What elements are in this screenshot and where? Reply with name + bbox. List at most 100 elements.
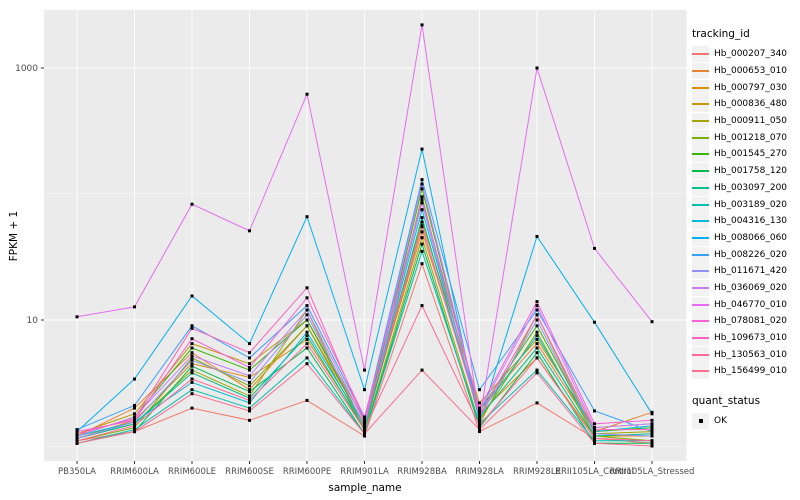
legend-entry: Hb_004316_130 bbox=[692, 213, 799, 230]
data-point bbox=[478, 415, 481, 419]
data-point bbox=[363, 426, 366, 430]
data-point bbox=[363, 420, 366, 424]
legend-entry-label: Hb_046770_010 bbox=[714, 299, 788, 310]
legend-line-icon bbox=[692, 170, 709, 173]
data-point bbox=[305, 304, 309, 308]
data-point bbox=[305, 362, 309, 366]
data-point bbox=[420, 23, 424, 27]
data-point bbox=[133, 424, 136, 428]
legend-key bbox=[692, 279, 709, 296]
legend-entry-label: Hb_011671_420 bbox=[714, 266, 788, 277]
legend-entries: Hb_000207_340 Hb_000653_010 Hb_000797_030 H… bbox=[692, 46, 799, 380]
data-point bbox=[248, 390, 251, 394]
data-point bbox=[535, 313, 539, 317]
data-point bbox=[133, 420, 136, 424]
legend-tracking-id-title: tracking_id bbox=[692, 28, 750, 40]
data-point bbox=[248, 401, 251, 405]
legend-key bbox=[692, 346, 709, 363]
data-point bbox=[248, 394, 251, 398]
legend-entry: Hb_001218_070 bbox=[692, 129, 799, 146]
legend-entry: Hb_109673_010 bbox=[692, 330, 799, 347]
data-point bbox=[133, 377, 136, 381]
data-point bbox=[650, 412, 654, 416]
legend-entry: Hb_078081_020 bbox=[692, 313, 799, 330]
data-point bbox=[363, 388, 366, 392]
legend-line-icon bbox=[692, 370, 709, 373]
x-axis-title: sample_name bbox=[328, 482, 402, 494]
data-point bbox=[305, 398, 309, 402]
data-point bbox=[420, 368, 424, 372]
data-point bbox=[535, 330, 539, 334]
data-point bbox=[363, 415, 366, 419]
legend-line-icon bbox=[692, 337, 709, 340]
x-tick-label: RRIM600SE bbox=[225, 467, 274, 477]
data-point bbox=[248, 398, 251, 402]
legend-entry-label: Hb_109673_010 bbox=[714, 333, 788, 344]
data-point bbox=[478, 422, 481, 426]
data-point bbox=[75, 430, 79, 434]
x-tick-label: PB350LA bbox=[58, 467, 96, 477]
data-point bbox=[420, 236, 424, 240]
data-point bbox=[420, 249, 424, 253]
legend-line-icon bbox=[692, 103, 709, 106]
data-point bbox=[420, 304, 424, 308]
legend-line-icon bbox=[692, 286, 709, 289]
data-point bbox=[650, 428, 654, 432]
data-point bbox=[420, 147, 424, 151]
data-point bbox=[248, 368, 251, 372]
data-point bbox=[420, 224, 424, 228]
data-point bbox=[650, 418, 654, 422]
legend-entry-label: Hb_130563_010 bbox=[714, 349, 788, 360]
data-point bbox=[593, 246, 596, 250]
data-point bbox=[190, 354, 194, 358]
legend-entry: Hb_046770_010 bbox=[692, 296, 799, 313]
data-point bbox=[190, 342, 194, 346]
legend-entry: Hb_008066_060 bbox=[692, 229, 799, 247]
data-point bbox=[248, 380, 251, 384]
data-point bbox=[190, 337, 194, 341]
data-point bbox=[133, 422, 136, 426]
x-tick-label: RRIM600PE bbox=[283, 467, 331, 477]
x-tick-label: RRIM600LE bbox=[168, 467, 216, 477]
legend-entry: Hb_011671_420 bbox=[692, 263, 799, 280]
y-tick-label: 1000 bbox=[15, 64, 38, 74]
data-point bbox=[133, 426, 136, 430]
data-point bbox=[190, 380, 194, 384]
data-point bbox=[535, 401, 539, 405]
legend-line-icon bbox=[692, 53, 709, 56]
legend-line-icon bbox=[692, 353, 709, 356]
legend-entry-label: Hb_000207_340 bbox=[714, 49, 788, 60]
data-point bbox=[535, 342, 539, 346]
legend-line-icon bbox=[692, 270, 709, 273]
data-point bbox=[363, 368, 366, 372]
legend-entry: Hb_000797_030 bbox=[692, 79, 799, 96]
data-point bbox=[363, 417, 366, 421]
data-point bbox=[190, 406, 194, 410]
legend-key bbox=[692, 163, 709, 180]
data-point bbox=[248, 362, 251, 366]
data-point bbox=[305, 286, 309, 290]
legend-entry-label: Hb_001218_070 bbox=[714, 132, 788, 143]
legend-key bbox=[692, 263, 709, 280]
legend-entry-label: Hb_003097_200 bbox=[714, 182, 788, 193]
legend-line-icon bbox=[692, 320, 709, 323]
x-tick-label: RRIM600LA bbox=[110, 467, 159, 477]
data-point bbox=[535, 351, 539, 355]
data-point bbox=[593, 436, 596, 440]
data-point bbox=[650, 434, 654, 438]
data-point bbox=[593, 422, 596, 426]
x-tick-label: RRIM928LE bbox=[513, 467, 561, 477]
data-point bbox=[535, 235, 539, 238]
data-point bbox=[305, 318, 309, 322]
legend-entry: Hb_003189_020 bbox=[692, 196, 799, 213]
legend-key bbox=[692, 313, 709, 330]
data-point bbox=[248, 356, 251, 360]
legend-entry: Hb_156499_010 bbox=[692, 363, 799, 380]
data-point bbox=[190, 324, 194, 328]
data-point bbox=[593, 439, 596, 443]
data-point bbox=[478, 406, 481, 410]
data-point bbox=[305, 338, 309, 341]
data-point bbox=[75, 441, 79, 445]
data-point bbox=[190, 362, 194, 366]
